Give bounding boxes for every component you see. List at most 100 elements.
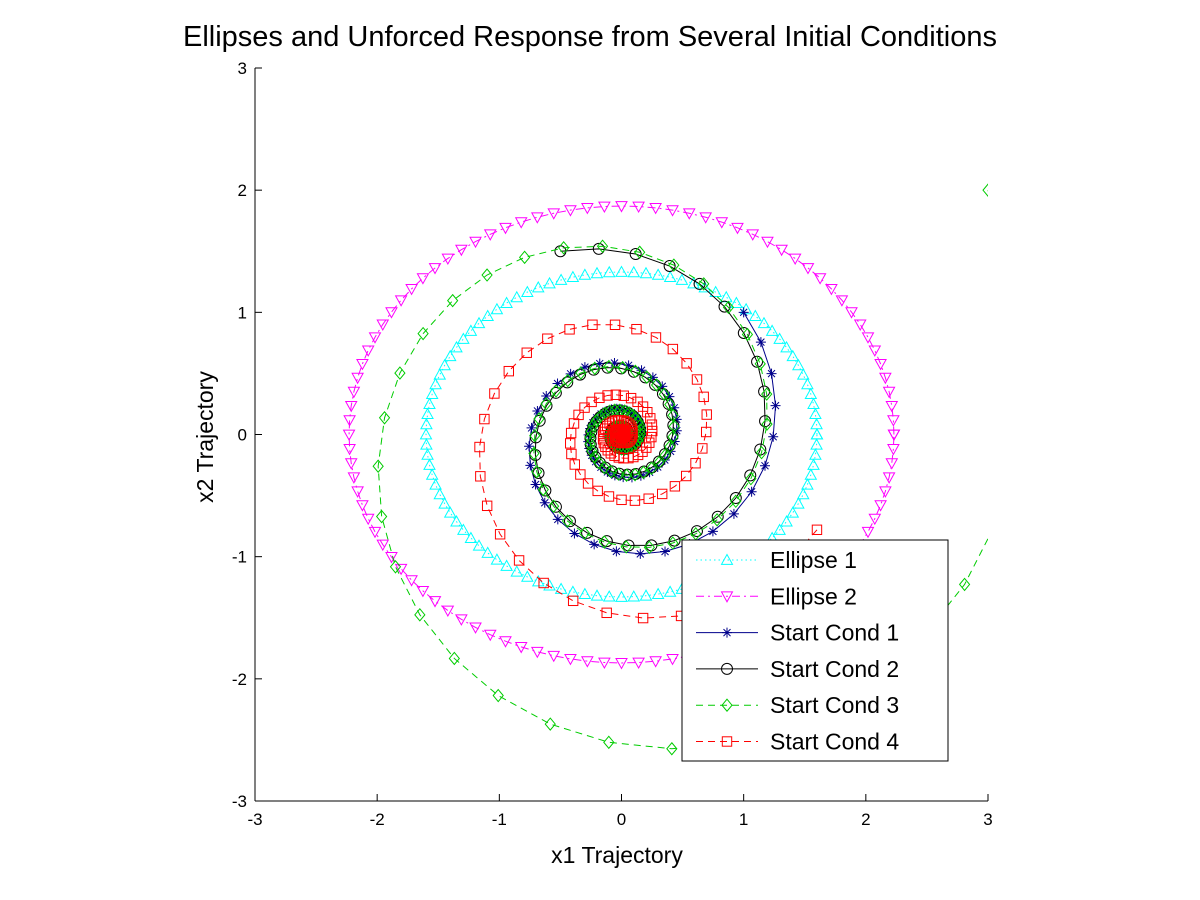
data-point — [514, 642, 528, 654]
data-point — [544, 717, 556, 731]
data-point — [567, 595, 579, 607]
legend-box — [681, 539, 949, 762]
data-point — [616, 494, 627, 506]
series-line — [377, 190, 988, 750]
data-point — [389, 560, 402, 574]
data-point — [620, 540, 632, 554]
data-point — [481, 309, 495, 321]
data-point — [575, 366, 587, 380]
data-point — [757, 316, 771, 329]
data-point — [457, 332, 470, 344]
data-point — [746, 486, 757, 497]
data-point — [693, 277, 706, 290]
data-point — [853, 319, 867, 331]
data-point — [621, 405, 632, 416]
data-point — [589, 450, 601, 464]
data-point — [660, 546, 671, 557]
data-point — [879, 372, 892, 385]
data-point — [490, 302, 504, 315]
data-point — [658, 387, 670, 402]
data-point — [887, 443, 900, 456]
data-point — [780, 515, 793, 527]
data-point — [417, 326, 429, 341]
data-point — [680, 470, 692, 482]
y-tick-label: -1 — [232, 548, 247, 567]
data-point — [627, 265, 641, 278]
data-point — [385, 552, 398, 564]
data-point — [447, 293, 459, 308]
data-point — [443, 349, 457, 362]
data-point — [552, 514, 563, 525]
data-point — [746, 229, 760, 241]
data-point — [594, 358, 605, 369]
data-point — [394, 295, 408, 307]
data-point — [566, 448, 577, 460]
data-point — [796, 368, 810, 380]
data-point — [982, 183, 988, 197]
data-point — [605, 448, 617, 459]
data-point — [616, 360, 629, 375]
data-point — [483, 229, 497, 241]
data-point — [651, 268, 665, 280]
data-point — [500, 559, 513, 571]
data-point — [376, 319, 390, 331]
data-point — [649, 202, 662, 215]
data-point — [457, 523, 470, 535]
data-point — [653, 455, 666, 468]
data-point — [667, 536, 679, 550]
data-point — [469, 622, 482, 634]
legend-item: Start Cond 4 — [696, 729, 899, 755]
data-point — [653, 455, 665, 470]
data-point — [562, 373, 574, 388]
data-point — [641, 370, 653, 384]
data-point — [578, 268, 592, 280]
data-point — [547, 208, 561, 220]
data-point — [589, 361, 601, 376]
data-point — [656, 488, 668, 500]
data-point — [643, 493, 654, 504]
data-point — [529, 428, 541, 443]
data-point — [464, 531, 478, 543]
data-point — [722, 300, 735, 315]
data-point — [632, 201, 645, 214]
legend-marker — [722, 627, 732, 638]
data-point — [428, 596, 442, 608]
data-point — [792, 358, 805, 371]
data-point — [874, 359, 887, 371]
data-point — [611, 546, 622, 557]
data-point — [741, 327, 754, 342]
x-tick-label: -1 — [492, 810, 507, 829]
data-point — [671, 425, 682, 436]
data-point — [729, 492, 742, 505]
data-point — [603, 735, 615, 750]
data-point — [657, 381, 668, 392]
data-point — [639, 371, 652, 384]
data-point — [604, 418, 615, 429]
data-point — [520, 570, 534, 582]
data-point — [503, 365, 514, 377]
data-point — [585, 424, 597, 439]
data-point — [809, 407, 822, 420]
y-tick-label: 1 — [238, 303, 247, 322]
axis-ticks: -3 -2 -1 0 1 2 3 3 2 1 0 -1 -2 -3 — [232, 59, 993, 829]
data-point — [598, 437, 610, 449]
x-tick-label: -2 — [370, 810, 385, 829]
x-tick-label: -3 — [247, 810, 262, 829]
data-point — [342, 429, 356, 442]
data-point — [582, 478, 594, 489]
data-point — [1022, 351, 1032, 363]
data-point — [773, 332, 786, 344]
data-point — [598, 426, 610, 438]
data-point — [664, 439, 676, 454]
data-point — [879, 486, 892, 498]
data-point — [368, 332, 382, 344]
legend-label: Start Cond 1 — [770, 620, 899, 646]
data-point — [361, 513, 375, 526]
data-point — [701, 409, 712, 420]
data-point — [801, 478, 814, 490]
data-point — [490, 553, 504, 565]
data-point — [429, 478, 442, 490]
data-point — [575, 469, 586, 480]
data-point — [578, 587, 592, 600]
data-point — [641, 442, 652, 453]
